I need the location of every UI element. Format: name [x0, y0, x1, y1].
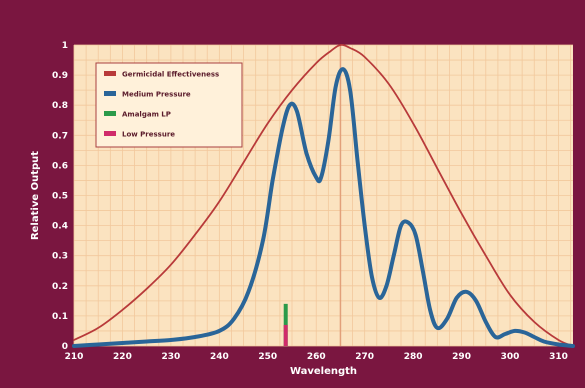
legend-swatch-medium-pressure [104, 91, 116, 96]
y-tick-label: 0.7 [52, 131, 68, 141]
y-tick-label: 0.3 [52, 252, 68, 262]
x-tick-label: 270 [355, 352, 374, 362]
legend-swatch-germicidal-effectiveness [104, 71, 116, 76]
axes-group: 210 220 230 240 250 260 270 280 290 300 310 0 0.1 0.2… [52, 41, 568, 362]
y-tick-label: 1 [62, 41, 68, 51]
bar-low-pressure [283, 324, 288, 346]
x-tick-label: 280 [404, 352, 423, 362]
y-tick-label: 0.5 [52, 192, 68, 202]
legend-swatch-low-pressure [104, 131, 116, 136]
x-tick-label: 250 [258, 352, 277, 362]
x-tick-label: 220 [113, 352, 132, 362]
legend: Germicidal Effectiveness Medium Pressure A… [95, 62, 243, 148]
x-tick-label: 290 [452, 352, 471, 362]
x-tick-label: 300 [501, 352, 520, 362]
y-tick-label: 0.6 [52, 161, 68, 171]
y-tick-label: 0 [62, 342, 68, 352]
legend-label-medium-pressure: Medium Pressure [122, 91, 191, 99]
y-tick-label: 0.2 [52, 282, 68, 292]
x-axis-title: Wavelength [290, 366, 357, 377]
x-tick-label: 310 [549, 352, 568, 362]
legend-label-amalgam-lp: Amalgam LP [122, 111, 171, 119]
x-tick-label: 240 [210, 352, 229, 362]
y-tick-label: 0.1 [52, 312, 68, 322]
y-axis-title: Relative Output [30, 151, 41, 240]
x-tick-label: 230 [161, 352, 180, 362]
legend-swatch-amalgam-lp [104, 111, 116, 116]
y-tick-label: 0.4 [52, 222, 68, 232]
legend-label-germicidal-effectiveness: Germicidal Effectiveness [122, 71, 219, 79]
x-tick-label: 260 [307, 352, 326, 362]
series-line-germicidal-effectiveness [73, 44, 574, 347]
series-line-medium-pressure [72, 67, 575, 348]
legend-label-low-pressure: Low Pressure [122, 131, 175, 139]
y-tick-label: 0.8 [52, 101, 68, 111]
legend-box [95, 62, 243, 148]
y-tick-label: 0.9 [52, 71, 68, 81]
bars-group [283, 303, 288, 346]
x-tick-label: 210 [65, 352, 84, 362]
series-group [72, 44, 575, 348]
